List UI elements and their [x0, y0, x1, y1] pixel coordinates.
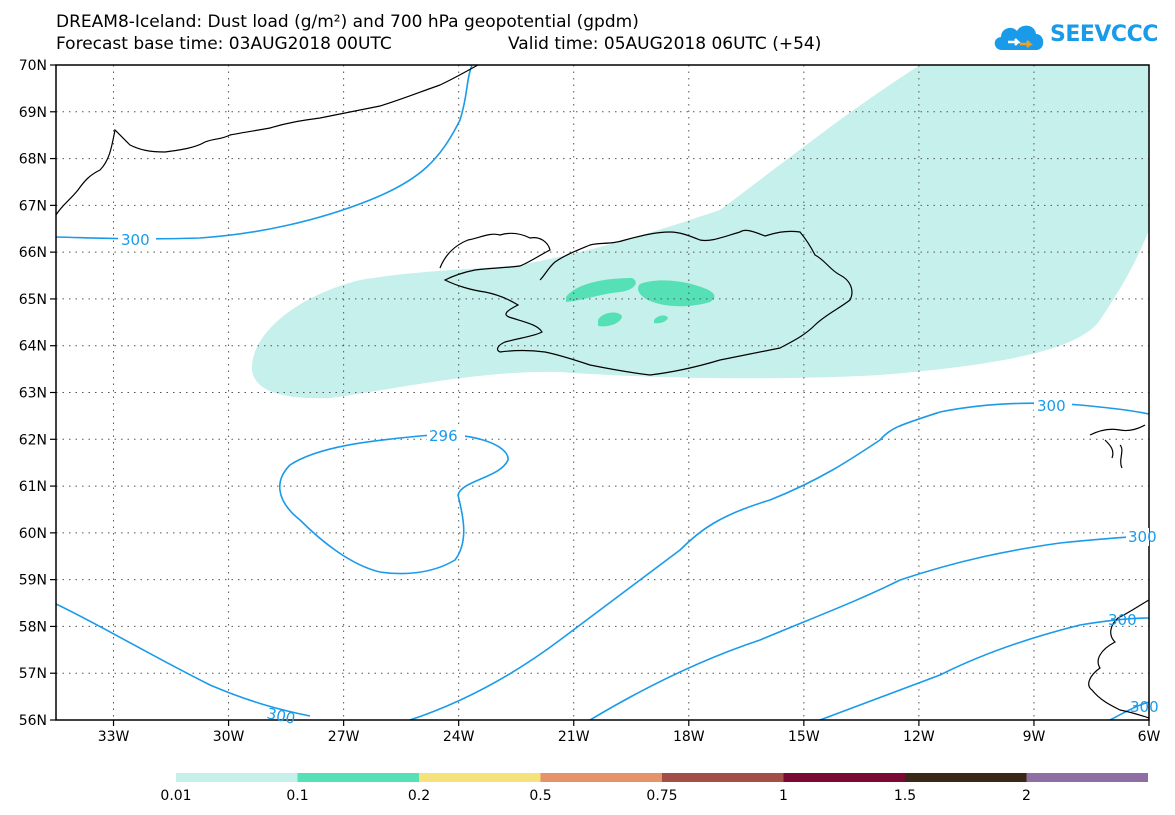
contour-label: 300	[121, 231, 150, 249]
dust-core-patch	[638, 280, 715, 307]
dust-plume-low	[251, 65, 1149, 399]
colorbar-label: 0.5	[529, 788, 551, 804]
lon-tick-label: 6W	[1138, 729, 1161, 745]
lat-tick-label: 67N	[19, 198, 47, 214]
lon-tick-label: 30W	[213, 729, 245, 745]
contour-label: 300	[265, 704, 297, 728]
lat-tick-label: 63N	[19, 386, 47, 402]
lon-tick-label: 21W	[558, 729, 590, 745]
lat-tick-label: 70N	[19, 58, 47, 74]
lon-tick-label: 9W	[1023, 729, 1046, 745]
logo-text: SEEVCCC	[1050, 22, 1158, 47]
contour-300-far-southeast	[819, 617, 1149, 720]
dust-core-patch	[598, 312, 622, 327]
contour-label: 300	[1128, 528, 1157, 546]
lat-tick-label: 62N	[19, 432, 47, 448]
dust-core-patch	[654, 315, 668, 324]
contour-300-north	[56, 65, 473, 240]
valid-time: Valid time: 05AUG2018 06UTC (+54)	[508, 34, 822, 54]
lon-tick-label: 24W	[443, 729, 475, 745]
colorbar-label: 0.75	[646, 788, 677, 804]
colorbar-label: 1.5	[894, 788, 916, 804]
lat-tick-label: 68N	[19, 152, 47, 168]
forecast-times: Forecast base time: 03AUG2018 00UTC Valid…	[56, 34, 821, 54]
lat-tick-label: 64N	[19, 339, 47, 355]
lat-tick-label: 56N	[19, 713, 47, 729]
lat-tick-label: 57N	[19, 666, 47, 682]
colorbar-segment	[783, 773, 905, 782]
coast-scotland	[1088, 599, 1149, 719]
contour-300-southwest	[56, 603, 311, 717]
coast-faroe	[1089, 424, 1146, 469]
contour-label: 296	[429, 427, 458, 445]
coast-greenland	[56, 65, 479, 216]
lat-tick-label: 61N	[19, 479, 47, 495]
lon-tick-label: 27W	[328, 729, 360, 745]
colorbar-segment	[662, 773, 784, 782]
contour-300-southeast	[589, 535, 1149, 720]
lat-tick-label: 59N	[19, 573, 47, 589]
map-title: DREAM8-Iceland: Dust load (g/m²) and 700…	[56, 12, 639, 32]
colorbar-label: 1	[779, 788, 788, 804]
coast-iceland	[439, 229, 853, 376]
colorbar-segment	[176, 773, 298, 782]
lon-tick-label: 18W	[673, 729, 705, 745]
colorbar-label: 2	[1022, 788, 1031, 804]
contour-296	[278, 433, 509, 575]
colorbar-segment	[1026, 773, 1148, 782]
colorbar-label: 0.01	[160, 788, 191, 804]
base-time: Forecast base time: 03AUG2018 00UTC	[56, 34, 392, 54]
contour-label: 300	[1108, 611, 1137, 629]
colorbar-segment	[905, 773, 1027, 782]
lon-tick-label: 33W	[98, 729, 130, 745]
lat-tick-label: 65N	[19, 292, 47, 308]
contour-label: 300	[1130, 698, 1159, 716]
lat-tick-label: 58N	[19, 619, 47, 635]
latitude-axis: 70N 69N 68N 67N 66N 65N 64N 63N 62N 61N 60N 59N 58N 5…	[19, 58, 56, 729]
lon-tick-label: 15W	[788, 729, 820, 745]
colorbar-segment	[297, 773, 419, 782]
contour-label: 300	[1037, 397, 1066, 415]
lat-tick-label: 66N	[19, 245, 47, 261]
lon-tick-label: 12W	[903, 729, 935, 745]
colorbar-segment	[540, 773, 662, 782]
contour-300-central	[409, 402, 1149, 720]
colorbar-label: 0.2	[408, 788, 430, 804]
coastlines	[56, 65, 1149, 719]
cloud-logo-icon	[994, 25, 1044, 50]
colorbar-label: 0.1	[286, 788, 308, 804]
colorbar: 0.01 0.1 0.2 0.5 0.75 1 1.5 2	[160, 773, 1148, 804]
map-grid	[56, 65, 1149, 720]
contour-300-corner	[1109, 701, 1149, 720]
colorbar-segment	[419, 773, 541, 782]
contour-labels: 300 296 300 300 300 300 300	[118, 230, 1159, 728]
longitude-axis: 33W 30W 27W 24W 21W 18W 15W 12W 9W 6W	[98, 720, 1161, 745]
dust-core-patch	[566, 278, 636, 302]
lat-tick-label: 69N	[19, 105, 47, 121]
lat-tick-label: 60N	[19, 526, 47, 542]
